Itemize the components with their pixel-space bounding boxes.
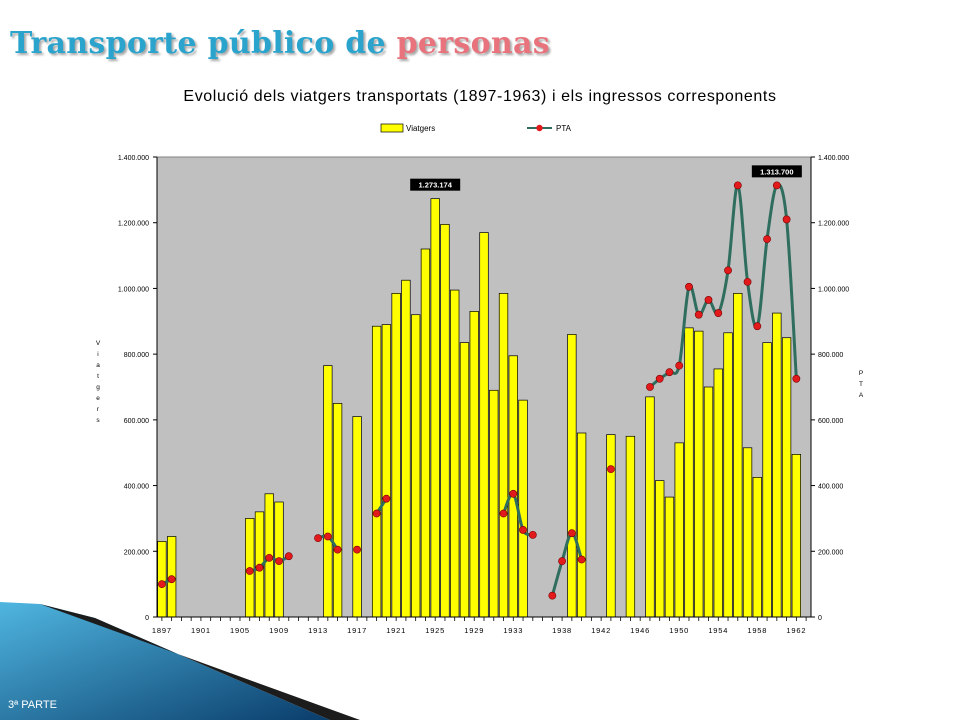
marker-pta <box>753 322 762 331</box>
corner-swoosh-blue <box>0 602 330 720</box>
marker-pta <box>763 235 771 244</box>
marker-pta <box>567 529 576 538</box>
marker-pta <box>323 532 332 541</box>
marker-pta <box>646 383 654 391</box>
marker-pta <box>548 591 557 600</box>
x-tick-label: 1909 <box>269 626 289 635</box>
legend-swatch-pta-marker <box>536 124 543 132</box>
x-tick-label: 1946 <box>630 626 650 635</box>
y-tick-label-left: 1.200.000 <box>118 221 149 228</box>
x-tick-label: 1921 <box>386 626 406 635</box>
x-tick-label: 1901 <box>191 626 211 635</box>
y-tick-label-right: 600.000 <box>818 418 843 425</box>
marker-pta <box>733 181 742 190</box>
marker-pta <box>782 215 791 224</box>
marker-pta <box>372 509 381 518</box>
y-tick-label-left: 0 <box>145 615 149 622</box>
marker-pta <box>704 296 713 304</box>
marker-pta <box>577 555 586 564</box>
marker-pta <box>333 545 342 554</box>
x-tick-label: 1938 <box>552 626 572 635</box>
footer-label: 3ª PARTE <box>8 699 57 711</box>
y-tick-label-left: 200.000 <box>124 549 149 556</box>
marker-pta <box>743 277 752 286</box>
marker-pta <box>382 494 391 503</box>
marker-pta <box>499 509 508 518</box>
legend-swatch-viatgers <box>380 123 404 133</box>
annotation-box <box>751 165 802 178</box>
x-tick-label: 1929 <box>464 626 484 635</box>
marker-pta <box>353 545 361 554</box>
marker-pta <box>714 309 723 317</box>
marker-pta <box>284 552 293 561</box>
corner-swoosh-dark <box>40 604 360 720</box>
marker-pta <box>694 310 703 319</box>
y-tick-label-right: 800.000 <box>818 352 843 359</box>
y-tick-label-right: 1.400.000 <box>818 155 849 162</box>
x-tick-label: 1905 <box>230 626 250 635</box>
marker-pta <box>167 575 176 584</box>
y-tick-label-left: 1.400.000 <box>118 155 149 162</box>
marker-pta <box>519 526 527 534</box>
y-tick-label-left: 600.000 <box>124 418 149 425</box>
marker-pta <box>245 567 254 575</box>
chart-title: Evolució dels viatgers transportats (189… <box>183 88 777 105</box>
y-tick-label-right: 400.000 <box>818 484 843 491</box>
marker-pta <box>685 282 693 291</box>
x-tick-label: 1954 <box>708 626 728 635</box>
marker-pta <box>275 557 283 566</box>
legend-label-pta: PTA <box>556 124 572 133</box>
x-tick-label: 1942 <box>591 626 611 635</box>
marker-pta <box>509 489 518 498</box>
marker-pta <box>314 534 322 543</box>
y-tick-label-left: 1.000.000 <box>118 286 149 293</box>
x-tick-label: 1913 <box>308 626 328 635</box>
slide-title: Transporte público de personas <box>10 26 550 61</box>
x-tick-label: 1933 <box>503 626 523 635</box>
marker-pta <box>157 580 166 589</box>
x-tick-label: 1958 <box>747 626 767 635</box>
slide-title-part2: personas <box>396 26 550 61</box>
marker-pta <box>772 181 781 190</box>
x-tick-label: 1917 <box>347 626 367 635</box>
marker-pta <box>665 368 674 377</box>
line-pta <box>550 531 584 597</box>
y-tick-label-right: 1.200.000 <box>818 221 849 228</box>
y-tick-label-left: 400.000 <box>124 484 149 491</box>
y-tick-label-right: 200.000 <box>818 549 843 556</box>
marker-pta <box>607 465 615 474</box>
marker-pta <box>655 374 664 383</box>
annotation-label: 1.313.700 <box>760 167 793 176</box>
x-tick-label: 1925 <box>425 626 445 635</box>
annotation-label: 1.273.174 <box>419 181 453 190</box>
line-pta <box>502 492 534 537</box>
marker-pta <box>265 553 274 562</box>
x-tick-label: 1950 <box>669 626 689 635</box>
x-tick-label: 1897 <box>152 626 172 635</box>
marker-pta <box>675 361 684 370</box>
slide-title-part1: Transporte público de <box>10 26 397 61</box>
legend-label-viatgers: Viatgers <box>406 124 435 133</box>
y-tick-label-right: 1.000.000 <box>818 286 849 293</box>
y-tick-label-right: 0 <box>818 615 822 622</box>
y-tick-label-left: 800.000 <box>124 352 149 359</box>
marker-pta <box>528 530 537 539</box>
marker-pta <box>724 266 732 275</box>
x-tick-label: 1962 <box>786 626 806 635</box>
marker-pta <box>792 374 801 383</box>
marker-pta <box>255 563 264 572</box>
annotation-box <box>410 178 461 191</box>
marker-pta <box>558 557 566 566</box>
